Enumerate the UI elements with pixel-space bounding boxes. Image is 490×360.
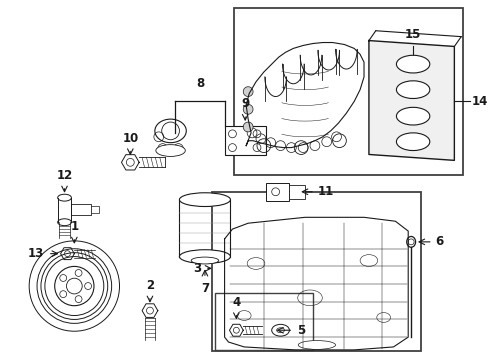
Text: 7: 7 [201,282,209,295]
Ellipse shape [272,324,290,336]
Ellipse shape [155,119,186,143]
Ellipse shape [396,107,430,125]
Bar [266,183,290,201]
Ellipse shape [277,328,285,333]
Bar [72,203,91,215]
Text: 13: 13 [27,247,44,260]
Ellipse shape [179,250,230,264]
Bar [212,192,421,351]
Bar [91,206,99,213]
Bar [234,8,463,175]
Ellipse shape [58,194,72,201]
Text: 11: 11 [318,185,334,198]
Text: 2: 2 [146,279,154,292]
Bar [215,293,313,350]
Ellipse shape [179,193,230,207]
Bar [224,126,266,156]
Text: 5: 5 [297,324,305,337]
Text: 1: 1 [70,220,78,233]
Circle shape [243,122,253,132]
Ellipse shape [58,219,72,226]
Ellipse shape [191,257,219,264]
Ellipse shape [298,341,336,350]
Text: 4: 4 [232,296,241,309]
Text: 10: 10 [122,132,139,145]
Circle shape [243,104,253,114]
Text: 14: 14 [472,95,489,108]
Bar [290,185,305,199]
Ellipse shape [156,145,185,157]
Ellipse shape [396,81,430,99]
Text: 12: 12 [56,169,73,182]
Ellipse shape [396,133,430,150]
Text: 8: 8 [196,77,204,90]
Ellipse shape [396,55,430,73]
Text: 6: 6 [436,235,444,248]
Text: 3: 3 [193,262,201,275]
Circle shape [243,87,253,96]
Text: 9: 9 [241,97,249,110]
Polygon shape [369,41,454,160]
Text: 15: 15 [405,28,421,41]
